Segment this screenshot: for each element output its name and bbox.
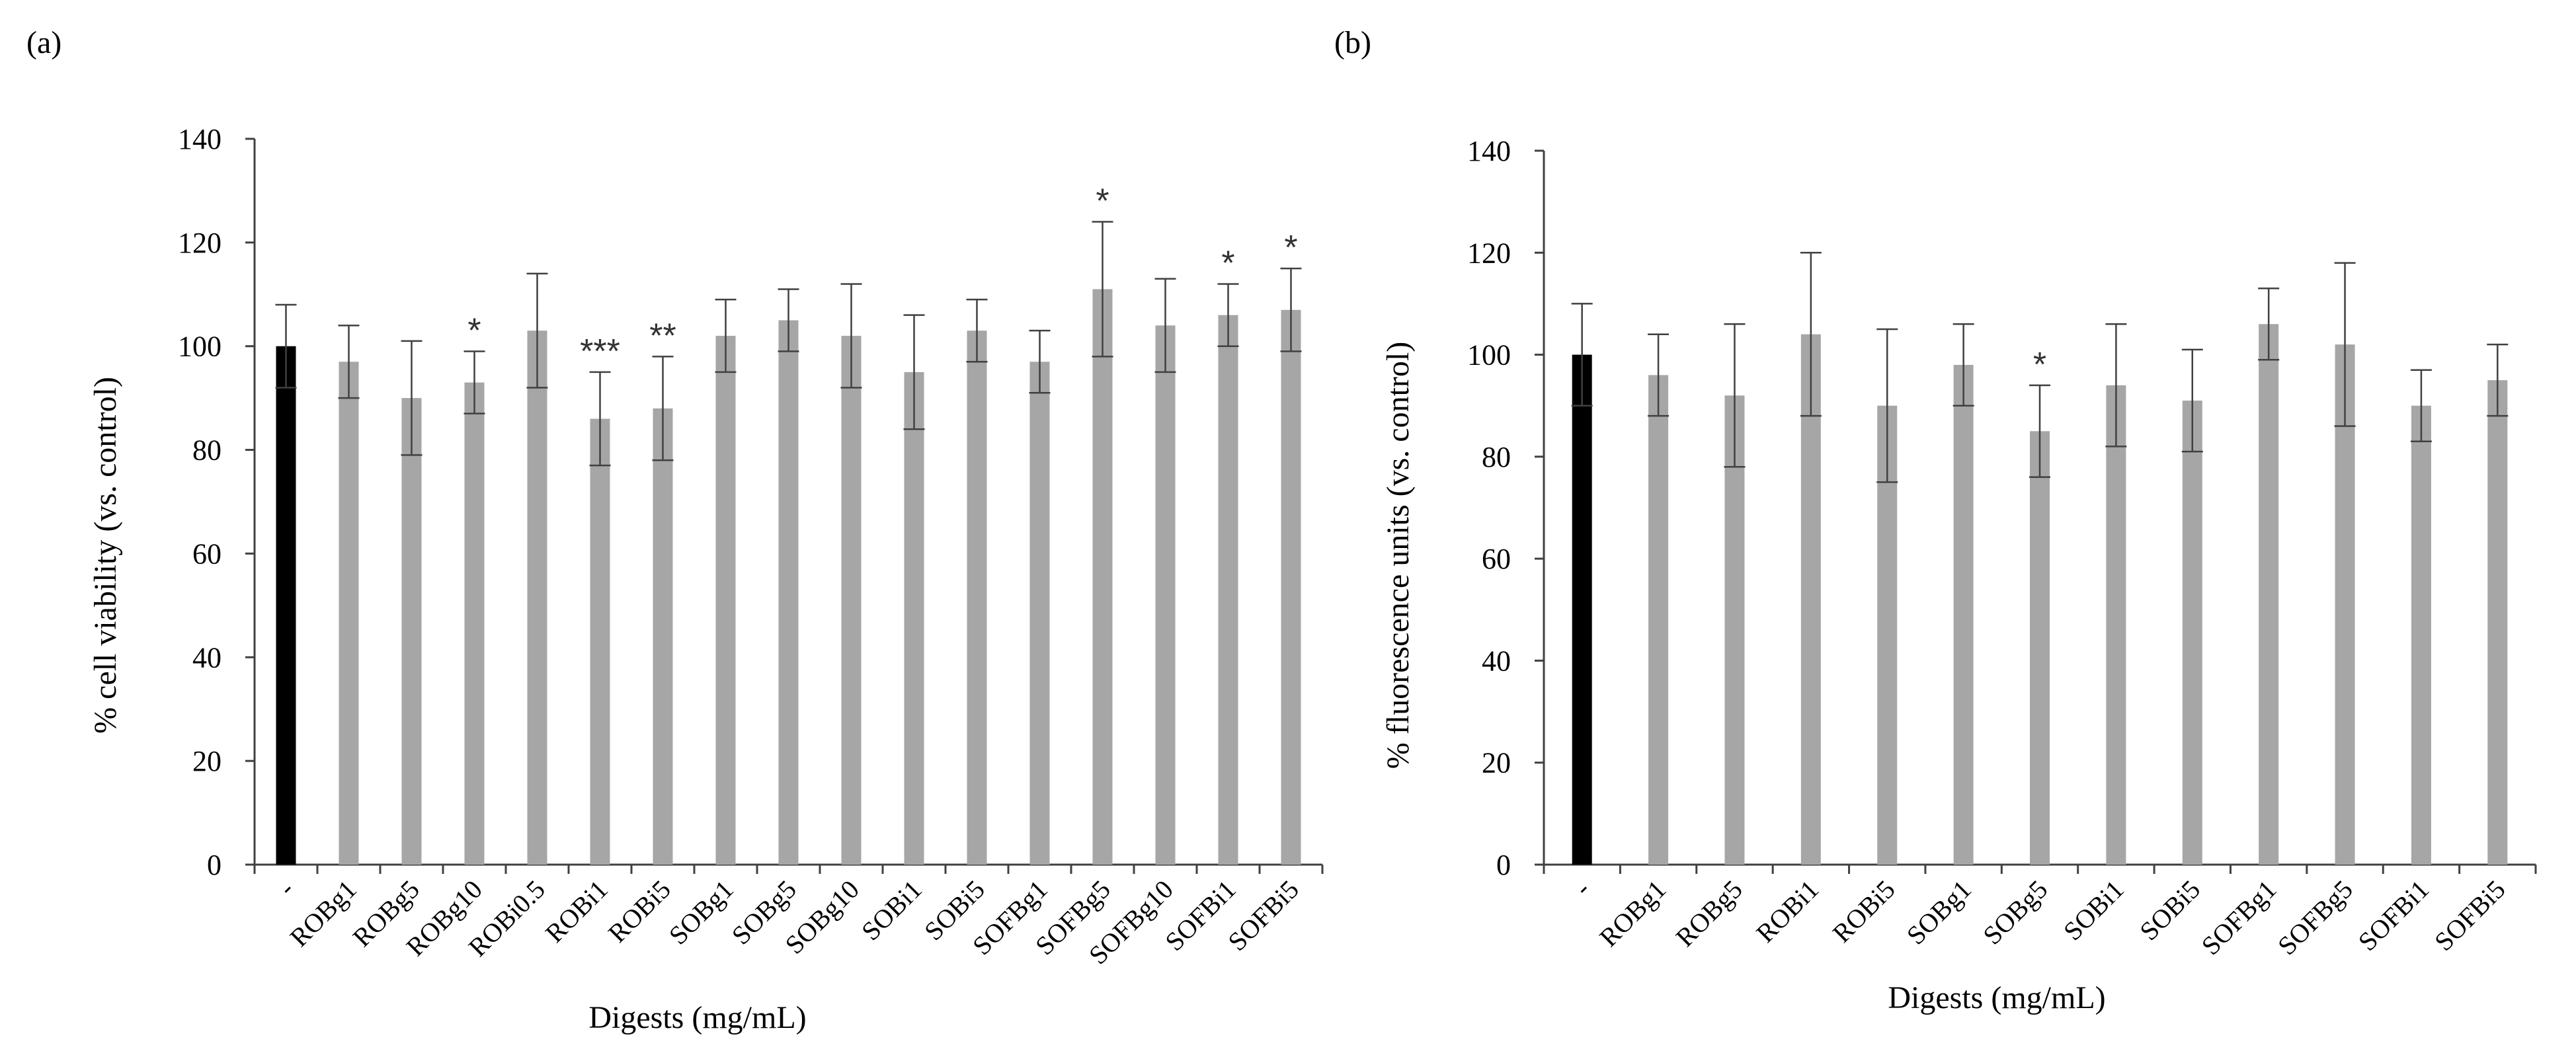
x-tick-label: SOBi1	[856, 875, 928, 947]
y-tick-label: 60	[192, 537, 221, 570]
bar-SOFBg1	[2259, 324, 2279, 865]
bar-SOBg10	[841, 336, 862, 865]
bar-ROBg10	[464, 382, 485, 865]
x-tick-label: ROBi5	[1827, 875, 1901, 949]
x-tick-label: SOFBg5	[2272, 875, 2358, 961]
significance-label: *	[467, 312, 481, 350]
significance-label: *	[1284, 229, 1297, 267]
x-tick-label: SOBi5	[2134, 875, 2206, 947]
bar-SOFBi1	[2411, 405, 2431, 865]
y-tick-label: 140	[178, 123, 221, 155]
bar-ROBi1	[1800, 334, 1821, 865]
bar-SOFBi5	[1281, 309, 1301, 865]
significance-label: *	[1096, 182, 1109, 220]
marks-a: 020406080100120140-ROBg1ROBg5*ROBg10ROBi…	[178, 123, 1324, 970]
y-tick-label: 100	[178, 331, 221, 363]
bar--	[1572, 354, 1592, 865]
chart-a: (a) % cell viability (vs. control) Diges…	[26, 25, 1324, 1035]
y-tick-label: 80	[192, 434, 221, 467]
y-tick-label: 20	[192, 745, 221, 777]
x-tick-label: SOBg5	[1977, 875, 2053, 951]
y-tick-label: 60	[1482, 543, 1511, 575]
bar-SOFBg10	[1155, 325, 1176, 865]
x-axis-title-b: Digests (mg/mL)	[1888, 980, 2105, 1015]
bar-ROBi1	[590, 418, 610, 865]
bar-SOFBi5	[2487, 380, 2508, 865]
bar-SOBi5	[2182, 401, 2202, 865]
bar-SOFBi1	[1218, 315, 1238, 865]
y-tick-label: 40	[192, 641, 221, 674]
x-tick-label: ROBg5	[1670, 875, 1748, 953]
y-tick-label: 80	[1482, 441, 1511, 473]
y-tick-label: 140	[1467, 135, 1511, 167]
x-tick-label: ROBi5	[602, 875, 676, 949]
bar-SOFBg5	[2335, 344, 2355, 865]
bar-ROBi5	[653, 408, 673, 865]
bar-SOFBg1	[1029, 362, 1050, 865]
bar-SOBg1	[1953, 365, 1974, 865]
y-axis-title-b: % fluorescence units (vs. control)	[1381, 342, 1416, 769]
bar-ROBg5	[1724, 395, 1745, 865]
x-tick-label: SOFBg1	[2196, 875, 2282, 961]
bar-SOBg5	[778, 320, 799, 865]
y-tick-label: 0	[1496, 849, 1511, 881]
x-tick-label: ROBg1	[284, 875, 362, 953]
x-tick-label: SOBg1	[663, 875, 739, 951]
bar--	[276, 346, 296, 865]
y-tick-label: 20	[1482, 747, 1511, 779]
significance-label: ***	[580, 332, 620, 371]
y-tick-label: 0	[207, 849, 221, 881]
x-tick-label: ROBi1	[1750, 875, 1824, 949]
bar-ROBg5	[401, 398, 422, 865]
y-tick-label: 120	[178, 227, 221, 259]
bar-ROBg1	[1648, 375, 1669, 865]
x-tick-label: -	[272, 875, 300, 902]
x-tick-label: ROBg1	[1593, 875, 1671, 953]
significance-label: *	[2033, 346, 2046, 384]
chart-b: (b) % fluorescence units (vs. control) D…	[1334, 25, 2537, 1015]
y-tick-label: 100	[1467, 339, 1511, 371]
x-tick-label: SOBg1	[1901, 875, 1977, 951]
y-tick-label: 120	[1467, 237, 1511, 269]
y-tick-label: 40	[1482, 645, 1511, 677]
x-tick-label: SOFBi1	[2353, 875, 2435, 957]
x-tick-label: -	[1568, 875, 1595, 902]
bar-ROBi0.5	[527, 331, 547, 865]
bar-SOBg5	[2030, 431, 2050, 865]
x-tick-label: SOFBi5	[2429, 875, 2511, 957]
x-tick-label: ROBi1	[540, 875, 614, 949]
significance-label: *	[1221, 245, 1234, 283]
panel-label-a: (a)	[26, 25, 61, 60]
panel-label-b: (b)	[1334, 25, 1371, 60]
x-axis-title-a: Digests (mg/mL)	[588, 1000, 806, 1035]
bar-SOBg1	[715, 336, 736, 865]
bar-SOFBg5	[1092, 289, 1113, 865]
bar-SOBi1	[2106, 385, 2126, 865]
y-axis-title-a: % cell viability (vs. control)	[88, 377, 123, 734]
bar-SOBi5	[967, 331, 987, 865]
x-tick-label: SOBi1	[2058, 875, 2130, 947]
x-tick-label: SOFBi1	[1159, 875, 1242, 957]
significance-label: **	[649, 317, 676, 355]
x-tick-label: SOFBi5	[1222, 875, 1305, 957]
bar-ROBg1	[339, 362, 359, 865]
bar-SOBi1	[904, 371, 924, 865]
